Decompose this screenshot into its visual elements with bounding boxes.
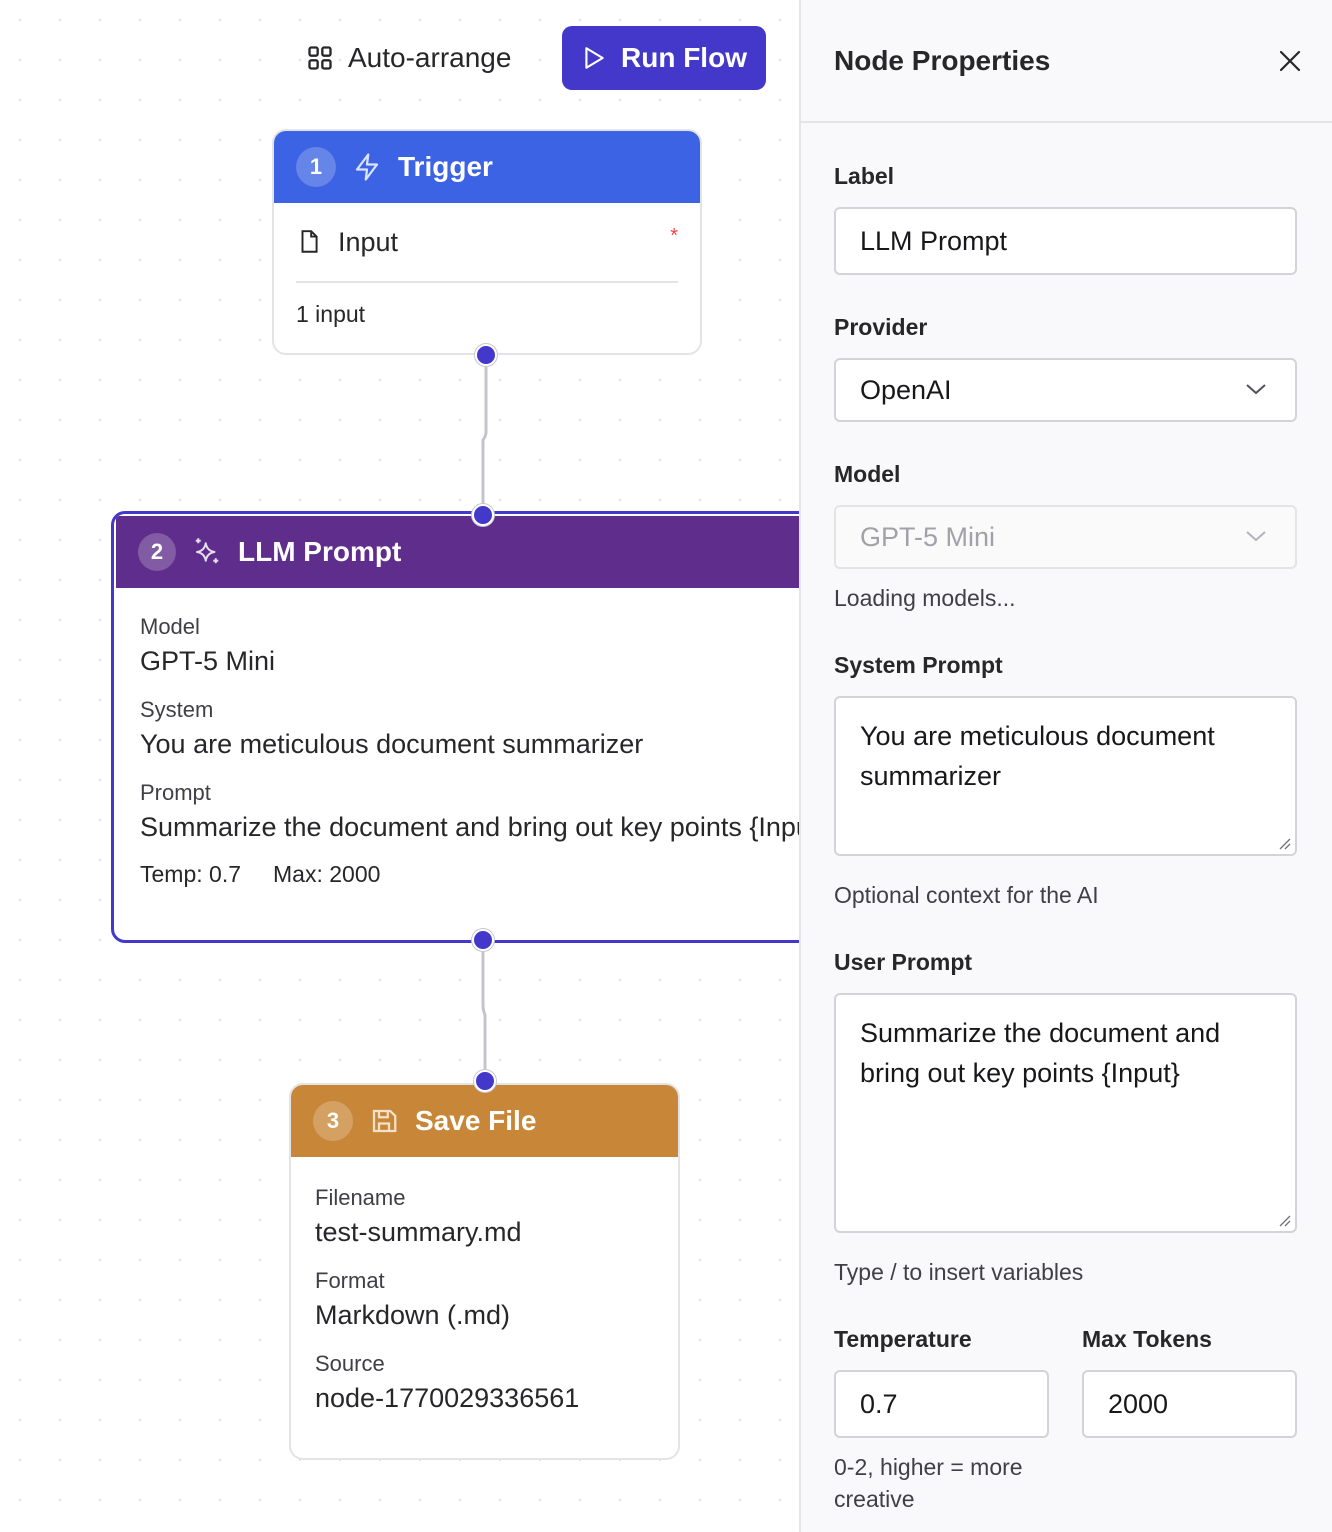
max-tokens-input-value: 2000 (1108, 1388, 1169, 1419)
resize-handle-icon[interactable] (1277, 1213, 1291, 1227)
node-number: 2 (138, 533, 176, 571)
user-prompt-label: User Prompt (834, 949, 973, 975)
provider-field-label: Provider (834, 314, 928, 340)
system-prompt-label: System Prompt (834, 652, 1003, 678)
trigger-output-handle[interactable] (475, 344, 497, 366)
input-count: 1 input (296, 301, 366, 327)
label-field-label: Label (834, 163, 895, 189)
chevron-down-icon (1246, 384, 1266, 395)
edge-trigger-llm (481, 355, 488, 515)
temperature-input-value: 0.7 (860, 1388, 898, 1419)
required-mark: * (670, 225, 678, 247)
user-prompt-help: Type / to insert variables (834, 1259, 1084, 1285)
chevron-down-icon (1246, 531, 1266, 542)
model-field-label: Model (834, 461, 901, 487)
close-icon[interactable] (1278, 49, 1302, 73)
node-trigger[interactable]: 1 Trigger Input * 1 input (272, 129, 702, 355)
edges (481, 355, 488, 1081)
model-label: Model (140, 614, 200, 639)
model-value: GPT-5 Mini (140, 646, 276, 676)
play-icon (585, 47, 604, 69)
provider-select[interactable]: OpenAI (834, 358, 1297, 422)
label-input-value: LLM Prompt (860, 225, 1008, 256)
auto-arrange-button[interactable]: Auto-arrange (306, 30, 511, 86)
node-properties-panel: Node Properties Label LLM Prompt Provide… (799, 0, 1332, 1532)
node-header: 2 LLM Prompt (114, 514, 799, 588)
input-label: Input (338, 226, 399, 257)
model-select-value: GPT-5 Mini (860, 521, 996, 552)
sparkles-icon (195, 538, 219, 564)
user-prompt-textarea[interactable]: Summarize the document and bring out key… (834, 993, 1297, 1233)
node-number: 1 (296, 147, 336, 187)
source-value: node-1770029336561 (315, 1383, 580, 1413)
node-header: 3 Save File (291, 1085, 678, 1157)
temperature-label: Temperature (834, 1326, 972, 1352)
lightning-icon (355, 153, 379, 181)
temperature-value: Temp: 0.7 (140, 861, 241, 887)
temperature-input[interactable]: 0.7 (834, 1370, 1049, 1438)
node-header: 1 Trigger (274, 131, 700, 203)
label-input[interactable]: LLM Prompt (834, 207, 1297, 275)
node-title: Save File (415, 1105, 537, 1136)
format-label: Format (315, 1268, 385, 1293)
model-help: Loading models... (834, 585, 1016, 611)
resize-handle-icon[interactable] (1277, 836, 1291, 850)
input-field-row: Input * (296, 203, 678, 283)
node-title: LLM Prompt (238, 536, 402, 567)
system-label: System (140, 697, 214, 722)
system-prompt-value: You are meticulous document summarizer (860, 721, 1215, 791)
flow-canvas[interactable]: Auto-arrange Run Flow 1 Trigger Input * … (0, 0, 799, 1532)
edge-llm-save (481, 940, 487, 1081)
provider-select-value: OpenAI (860, 374, 952, 405)
system-prompt-help: Optional context for the AI (834, 882, 1099, 908)
system-value: You are meticulous document summarizer (140, 729, 644, 759)
temperature-help: 0-2, higher = more creative (834, 1454, 1023, 1512)
run-flow-label: Run Flow (621, 42, 747, 73)
user-prompt-value: Summarize the document and bring out key… (860, 1018, 1221, 1088)
prompt-label: Prompt (140, 780, 211, 805)
system-prompt-textarea[interactable]: You are meticulous document summarizer (834, 696, 1297, 856)
model-select[interactable]: GPT-5 Mini (834, 505, 1297, 569)
prompt-value: Summarize the document and bring out key… (140, 812, 799, 842)
filename-label: Filename (315, 1185, 406, 1210)
format-value: Markdown (.md) (315, 1300, 511, 1330)
filename-value: test-summary.md (315, 1217, 522, 1247)
grid-icon (308, 46, 332, 70)
node-title: Trigger (398, 151, 493, 182)
node-number: 3 (313, 1101, 353, 1141)
save-icon (372, 1109, 397, 1133)
llm-input-handle[interactable] (472, 504, 494, 526)
run-flow-button[interactable]: Run Flow (562, 26, 766, 90)
panel-title: Node Properties (834, 44, 1051, 76)
max-tokens-input[interactable]: 2000 (1082, 1370, 1297, 1438)
source-label: Source (315, 1351, 385, 1376)
llm-output-handle[interactable] (472, 929, 494, 951)
panel-header: Node Properties (801, 0, 1332, 123)
max-tokens-label: Max Tokens (1082, 1326, 1212, 1352)
save-input-handle[interactable] (474, 1070, 496, 1092)
auto-arrange-label: Auto-arrange (348, 42, 512, 73)
node-save-file[interactable]: 3 Save File Filename test-summary.md For… (289, 1083, 680, 1460)
node-llm-prompt[interactable]: 2 LLM Prompt Model GPT-5 Mini System You… (111, 511, 799, 943)
max-tokens-value: Max: 2000 (273, 861, 381, 887)
file-icon (301, 230, 318, 253)
